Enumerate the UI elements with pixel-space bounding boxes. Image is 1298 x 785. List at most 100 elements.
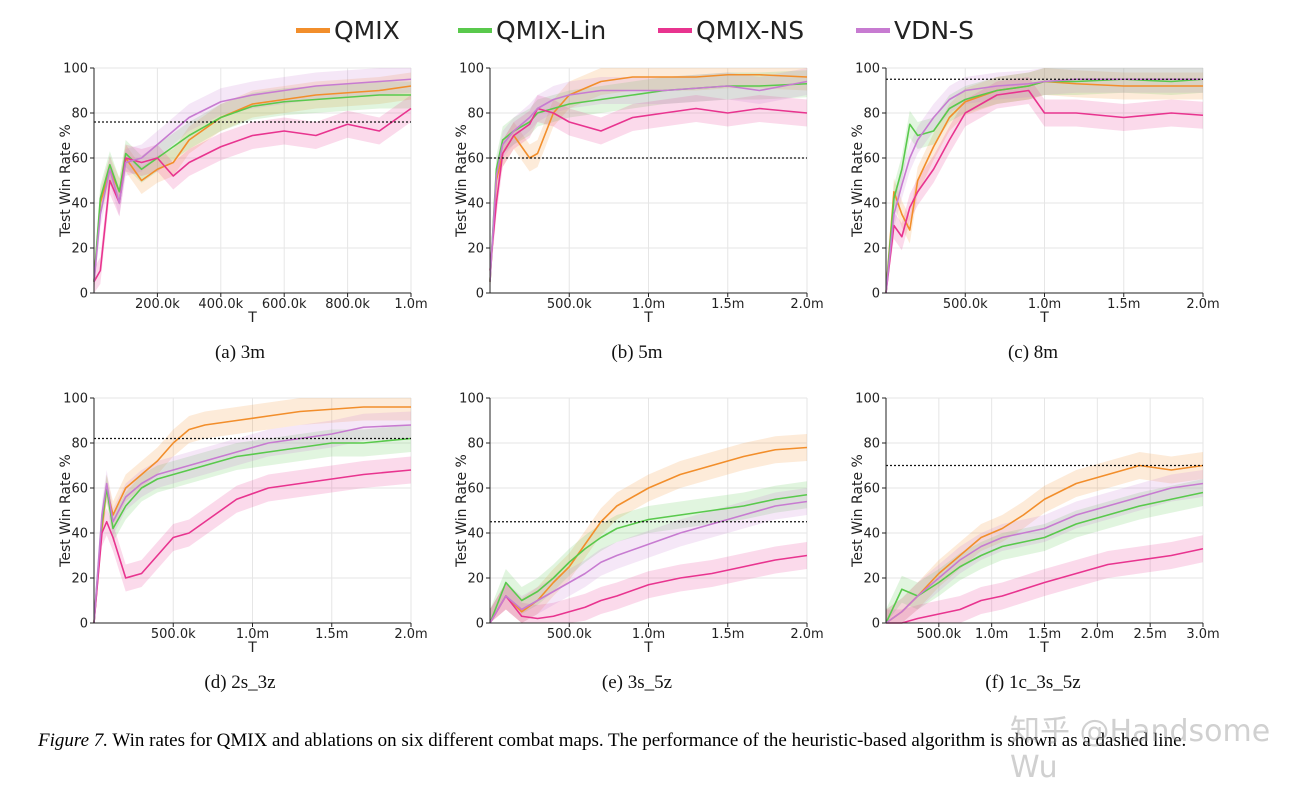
- x-tick-label: 2.0m: [1081, 627, 1114, 642]
- y-tick-label: 40: [71, 197, 88, 212]
- subplot-label: (b) 5m: [611, 342, 662, 363]
- band-qmix-lin: [886, 479, 1203, 623]
- x-tick-label: 800.0k: [325, 297, 370, 312]
- y-tick-label: 0: [80, 617, 88, 632]
- chart-panel-4: 0 20 40 60 80 100 500.0k 1.0m 1.5m 2.0m T Test Win …: [58, 392, 428, 694]
- x-tick-label: 1.5m: [711, 627, 744, 642]
- y-tick-label: 100: [459, 62, 484, 77]
- series-line-qmix: [489, 446, 808, 624]
- y-tick-label: 80: [71, 107, 88, 122]
- band-qmix-lin: [490, 481, 807, 623]
- x-tick-label: 1.5m: [315, 627, 348, 642]
- subplot-label: (f) 1c_3s_5z: [985, 672, 1081, 693]
- band-qmix-ns: [490, 95, 807, 284]
- legend-item-qmix-lin: QMIX-Lin: [458, 12, 606, 48]
- y-tick-label: 60: [71, 482, 88, 497]
- series-line-qmix: [885, 80, 1203, 294]
- legend-label-vdn-s: VDN-S: [894, 15, 974, 45]
- band-vdn-s: [94, 68, 411, 293]
- series-line-vdn-s: [489, 80, 808, 282]
- legend-item-qmix: QMIX: [296, 12, 400, 48]
- y-tick-label: 20: [71, 572, 88, 587]
- series-line-qmix-ns: [885, 89, 1204, 294]
- band-qmix: [94, 398, 411, 623]
- band-vdn-s: [886, 68, 1203, 293]
- y-tick-label: 60: [863, 482, 880, 497]
- series-line-vdn-s: [885, 482, 1204, 624]
- x-tick-label: 200.0k: [135, 297, 180, 312]
- series-line-qmix-ns: [93, 107, 412, 283]
- band-qmix: [490, 434, 807, 623]
- x-tick-label: 1.5m: [1028, 627, 1061, 642]
- x-tick-label: 1.5m: [1107, 297, 1140, 312]
- legend: QMIX QMIX-Lin QMIX-NS VDN-S: [0, 12, 1298, 48]
- series-line-qmix-lin: [489, 493, 808, 624]
- y-tick-label: 20: [863, 242, 880, 257]
- x-tick-label: 400.0k: [198, 297, 243, 312]
- y-tick-label: 80: [71, 437, 88, 452]
- x-axis-label: T: [1039, 310, 1049, 326]
- x-tick-label: 500.0k: [547, 627, 592, 642]
- y-tick-label: 80: [467, 107, 484, 122]
- subplot-label: (c) 8m: [1008, 342, 1058, 363]
- x-tick-label: 2.0m: [1186, 297, 1219, 312]
- y-axis-label: Test Win Rate %: [454, 454, 470, 568]
- y-tick-label: 80: [863, 437, 880, 452]
- x-tick-label: 2.0m: [790, 627, 823, 642]
- x-tick-label: 1.0m: [394, 297, 427, 312]
- legend-item-qmix-ns: QMIX-NS: [658, 12, 804, 48]
- charts-canvas: 0 20 40 60 80 100 200.0k 400.0k 600.0k 800.0k 1.0m…: [58, 62, 1220, 694]
- y-tick-label: 100: [855, 62, 880, 77]
- caption-label: Figure 7.: [38, 730, 109, 751]
- x-tick-label: 1.0m: [975, 627, 1008, 642]
- chart-panel-2: 0 20 40 60 80 100 500.0k 1.0m 1.5m 2.0m T Test Win …: [454, 62, 824, 364]
- series-line-vdn-s: [489, 500, 808, 624]
- x-tick-label: 500.0k: [943, 297, 988, 312]
- x-tick-label: 500.0k: [547, 297, 592, 312]
- y-axis-label: Test Win Rate %: [58, 454, 74, 568]
- band-qmix-lin: [94, 81, 411, 293]
- y-tick-label: 40: [863, 527, 880, 542]
- series-line-vdn-s: [93, 78, 412, 282]
- legend-swatch-qmix-lin: [458, 27, 492, 33]
- x-tick-label: 2.0m: [790, 297, 823, 312]
- figure-caption: Figure 7. Win rates for QMIX and ablatio…: [38, 728, 1248, 754]
- band-vdn-s: [886, 470, 1203, 623]
- band-qmix-lin: [490, 70, 807, 293]
- subplot-label: (a) 3m: [215, 342, 265, 363]
- y-tick-label: 0: [872, 287, 880, 302]
- series-line-qmix-lin: [93, 94, 411, 282]
- legend-label-qmix: QMIX: [334, 15, 400, 45]
- y-tick-label: 20: [467, 572, 484, 587]
- y-tick-label: 20: [71, 242, 88, 257]
- legend-swatch-qmix-ns: [658, 27, 692, 33]
- y-tick-label: 0: [872, 617, 880, 632]
- x-tick-label: 500.0k: [151, 627, 196, 642]
- y-tick-label: 100: [63, 62, 88, 77]
- y-tick-label: 40: [467, 197, 484, 212]
- y-tick-label: 40: [863, 197, 880, 212]
- x-tick-label: 3.0m: [1186, 627, 1219, 642]
- band-qmix-ns: [490, 542, 807, 623]
- band-qmix-ns: [886, 77, 1203, 293]
- y-axis-label: Test Win Rate %: [58, 124, 74, 238]
- legend-label-qmix-lin: QMIX-Lin: [496, 15, 607, 45]
- band-vdn-s: [94, 411, 411, 623]
- subplot-label: (e) 3s_5z: [602, 672, 672, 693]
- y-tick-label: 40: [467, 527, 484, 542]
- series-line-qmix-lin: [93, 437, 412, 624]
- x-tick-label: 600.0k: [262, 297, 307, 312]
- y-tick-label: 0: [476, 287, 484, 302]
- y-tick-label: 80: [467, 437, 484, 452]
- x-axis-label: T: [643, 310, 653, 326]
- y-tick-label: 40: [71, 527, 88, 542]
- y-tick-label: 60: [467, 152, 484, 167]
- y-axis-label: Test Win Rate %: [454, 124, 470, 238]
- band-qmix: [886, 452, 1203, 623]
- x-tick-label: 1.0m: [632, 627, 665, 642]
- series-line-qmix-ns: [489, 554, 808, 624]
- subplot-label: (d) 2s_3z: [204, 672, 275, 693]
- chart-panel-5: 0 20 40 60 80 100 500.0k 1.0m 1.5m 2.0m T Test Win …: [454, 392, 824, 694]
- legend-swatch-qmix: [296, 27, 330, 33]
